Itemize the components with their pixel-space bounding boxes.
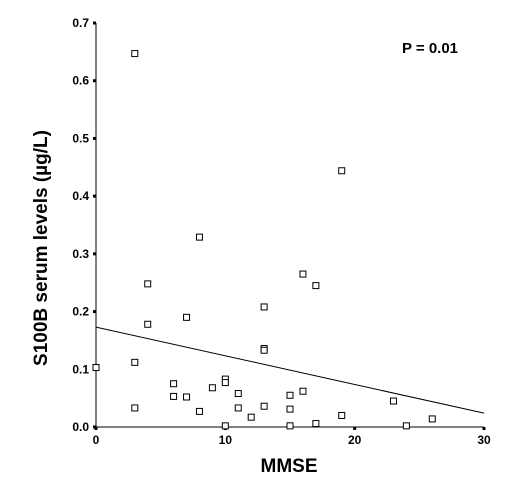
x-tick-label: 0 [93, 433, 100, 447]
data-point [195, 233, 203, 241]
data-point [428, 415, 436, 423]
data-point [286, 391, 294, 399]
data-point [402, 422, 410, 430]
x-axis-ticks: 0 10 20 30 [93, 427, 491, 447]
data-point [312, 282, 320, 290]
x-tick-mark [482, 427, 486, 430]
data-point [208, 384, 216, 392]
y-tick-mark [93, 252, 96, 256]
y-tick-mark [93, 79, 96, 83]
data-point [131, 50, 139, 58]
data-point [170, 380, 178, 388]
y-tick-label: 0.2 [72, 305, 89, 319]
y-axis-ticks: 0.0 0.1 0.2 0.3 0.4 0.5 0.6 0.7 [72, 16, 96, 434]
data-point [338, 411, 346, 419]
data-point [286, 422, 294, 430]
data-point [247, 413, 255, 421]
regression-line [95, 326, 485, 414]
data-point [221, 379, 229, 387]
y-tick-label: 0.4 [72, 189, 89, 203]
data-point [144, 320, 152, 328]
data-point [221, 422, 229, 430]
data-point [260, 346, 268, 354]
data-point [312, 420, 320, 428]
data-point [131, 404, 139, 412]
x-tick-label: 30 [477, 433, 491, 447]
data-point [299, 270, 307, 278]
y-tick-label: 0.5 [72, 131, 89, 145]
data-point [260, 402, 268, 410]
x-tick-label: 10 [219, 433, 233, 447]
y-tick-mark [93, 21, 96, 25]
data-point [299, 387, 307, 395]
y-tick-mark [93, 310, 96, 314]
data-point [183, 313, 191, 321]
y-axis-title: S100B serum levels (µg/L) [31, 130, 52, 366]
p-value-annotation: P = 0.01 [402, 40, 458, 57]
y-tick-label: 0.0 [72, 420, 89, 434]
data-point [260, 303, 268, 311]
plot-area: 0.0 0.1 0.2 0.3 0.4 0.5 0.6 0.7 0 10 20 30 [72, 16, 491, 447]
data-point [286, 405, 294, 413]
data-point [234, 404, 242, 412]
y-tick-label: 0.3 [72, 247, 89, 261]
x-tick-label: 20 [348, 433, 362, 447]
data-point [131, 358, 139, 366]
y-tick-label: 0.1 [72, 362, 89, 376]
data-point [183, 393, 191, 401]
data-point [195, 407, 203, 415]
y-tick-label: 0.6 [72, 74, 89, 88]
data-point [234, 390, 242, 398]
data-points [92, 50, 436, 430]
data-point [389, 397, 397, 405]
data-point [338, 167, 346, 175]
data-point [170, 392, 178, 400]
y-tick-label: 0.7 [72, 16, 89, 30]
x-tick-mark [353, 427, 357, 430]
data-point [144, 280, 152, 288]
x-axis-title: MMSE [261, 456, 318, 477]
y-tick-mark [93, 136, 96, 140]
data-point [92, 364, 100, 372]
x-tick-mark [94, 427, 98, 430]
y-tick-mark [93, 194, 96, 198]
